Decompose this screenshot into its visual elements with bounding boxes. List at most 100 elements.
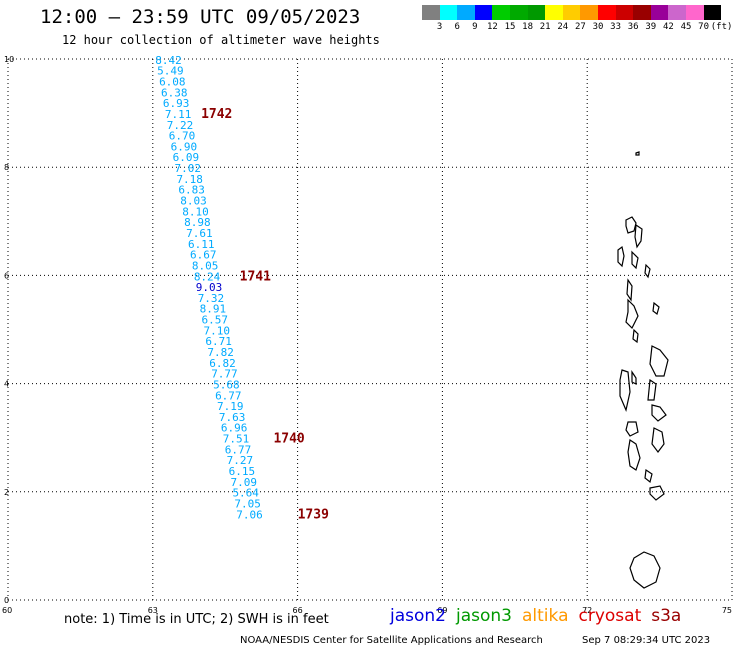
- wave-height-value: 8.05: [192, 259, 219, 272]
- island-outline: [625, 216, 637, 234]
- wave-height-value: 6.70: [169, 130, 196, 143]
- wave-height-value: 7.51: [223, 433, 250, 446]
- island-outline: [617, 245, 625, 268]
- y-tick-label: 2: [4, 488, 9, 497]
- legend-swatch: [474, 5, 493, 20]
- legend-swatch: [650, 5, 669, 20]
- y-tick-label: 6: [4, 271, 9, 280]
- wave-height-value: 7.82: [207, 346, 234, 359]
- pass-number-label: 1740: [273, 432, 304, 447]
- wave-height-value: 7.77: [211, 368, 238, 381]
- wave-height-value: 7.61: [186, 227, 213, 240]
- pass-number-label: 1742: [201, 107, 232, 122]
- legend-label: 9: [472, 22, 478, 32]
- wave-height-value: 7.18: [176, 173, 203, 186]
- island-outline: [644, 263, 651, 279]
- wave-height-value: 6.11: [188, 238, 215, 251]
- legend-label: 33: [610, 22, 622, 32]
- wave-height-value: 8.03: [180, 195, 207, 208]
- island-outline: [635, 151, 640, 156]
- wave-height-value: 6.82: [209, 357, 236, 370]
- legend-swatch: [527, 5, 546, 20]
- wave-height-value: 8.42: [155, 54, 182, 67]
- legend-label: 39: [645, 22, 657, 32]
- legend-swatch: [545, 5, 563, 20]
- x-tick-label: 75: [722, 606, 732, 615]
- island-outline: [651, 427, 665, 453]
- pass-labels: 1742 1741 1740 1739: [201, 107, 329, 522]
- legend-label: 12: [486, 22, 498, 32]
- legend-label: 21: [539, 22, 551, 32]
- island-outline: [634, 223, 643, 249]
- island-outlines: [617, 151, 669, 589]
- legend-swatch: [457, 5, 475, 20]
- legend-swatch: [509, 5, 528, 20]
- legend-label: 70: [698, 22, 710, 32]
- legend-label: 24: [557, 22, 569, 32]
- credit-text: NOAA/NESDIS Center for Satellite Applica…: [240, 635, 543, 646]
- legend-label: 36: [627, 22, 639, 32]
- satellite-name: cryosat: [578, 606, 642, 626]
- pass-number-label: 1739: [298, 507, 329, 522]
- legend-swatch: [562, 5, 581, 20]
- wave-height-value: 6.57: [202, 314, 229, 327]
- wave-height-value: 7.27: [227, 454, 254, 467]
- footnote: note: 1) Time is in UTC; 2) SWH is in fe…: [64, 612, 329, 627]
- wave-height-value: 6.96: [221, 422, 248, 435]
- wave-height-value: 6.67: [190, 249, 217, 262]
- legend-swatch: [615, 5, 634, 20]
- wave-height-value: 6.83: [178, 184, 205, 197]
- island-outline: [649, 345, 669, 377]
- y-tick-label: 4: [4, 380, 9, 389]
- legend-swatch: [703, 5, 722, 20]
- grid-lines: [7, 58, 733, 601]
- chart-title: 12:00 – 23:59 UTC 09/05/2023: [40, 6, 361, 28]
- wave-height-value: 6.93: [163, 97, 190, 110]
- x-tick-label: 69: [437, 606, 447, 615]
- wave-height-value: 6.08: [159, 76, 186, 89]
- legend-label: 3: [436, 22, 443, 32]
- wave-height-value: 8.10: [182, 205, 209, 218]
- island-outline: [652, 301, 660, 316]
- legend-label: 15: [504, 22, 516, 32]
- legend-label: 6: [454, 22, 460, 32]
- x-tick-label: 60: [2, 606, 12, 615]
- wave-height-value: 6.71: [205, 335, 232, 348]
- island-outline: [626, 278, 633, 302]
- legend-swatch: [668, 5, 686, 20]
- legend-label: 27: [574, 22, 586, 32]
- x-tick-label: 72: [582, 606, 592, 615]
- legend-swatch: [422, 5, 440, 20]
- wave-height-value: 7.11: [165, 108, 192, 121]
- y-tick-label: 10: [4, 55, 14, 64]
- island-outline: [647, 378, 657, 401]
- island-outline: [619, 369, 631, 412]
- y-tick-label: 8: [4, 163, 9, 172]
- legend-label: 45: [680, 22, 692, 32]
- wave-height-value: 9.03: [196, 281, 223, 294]
- island-outline: [632, 328, 639, 344]
- wave-height-value: 6.77: [215, 389, 242, 402]
- wave-height-value: 5.49: [157, 65, 184, 78]
- x-tick-label: 63: [148, 606, 158, 615]
- satellite-name: altika: [522, 606, 569, 626]
- legend-label: 30: [592, 22, 604, 32]
- wave-height-value: 7.06: [236, 508, 263, 521]
- x-tick-label: 66: [293, 606, 303, 615]
- legend-swatch: [439, 5, 458, 20]
- satellite-legend: jason2 jason3 altika cryosat s3a: [390, 606, 691, 626]
- wave-height-value: 8.24: [194, 270, 221, 283]
- wave-height-value: 7.32: [198, 292, 225, 305]
- island-outline: [627, 438, 641, 471]
- legend-label: 18: [522, 22, 534, 32]
- island-outline: [629, 551, 661, 589]
- island-outline: [644, 468, 653, 484]
- legend-swatch: [597, 5, 616, 20]
- legend-swatch: [633, 5, 651, 20]
- legend-swatch: [492, 5, 510, 20]
- legend-swatch: [685, 5, 704, 20]
- wave-height-value: 8.91: [200, 303, 227, 316]
- chart-subtitle: 12 hour collection of altimeter wave hei…: [62, 33, 380, 47]
- y-tick-label: 0: [4, 596, 9, 605]
